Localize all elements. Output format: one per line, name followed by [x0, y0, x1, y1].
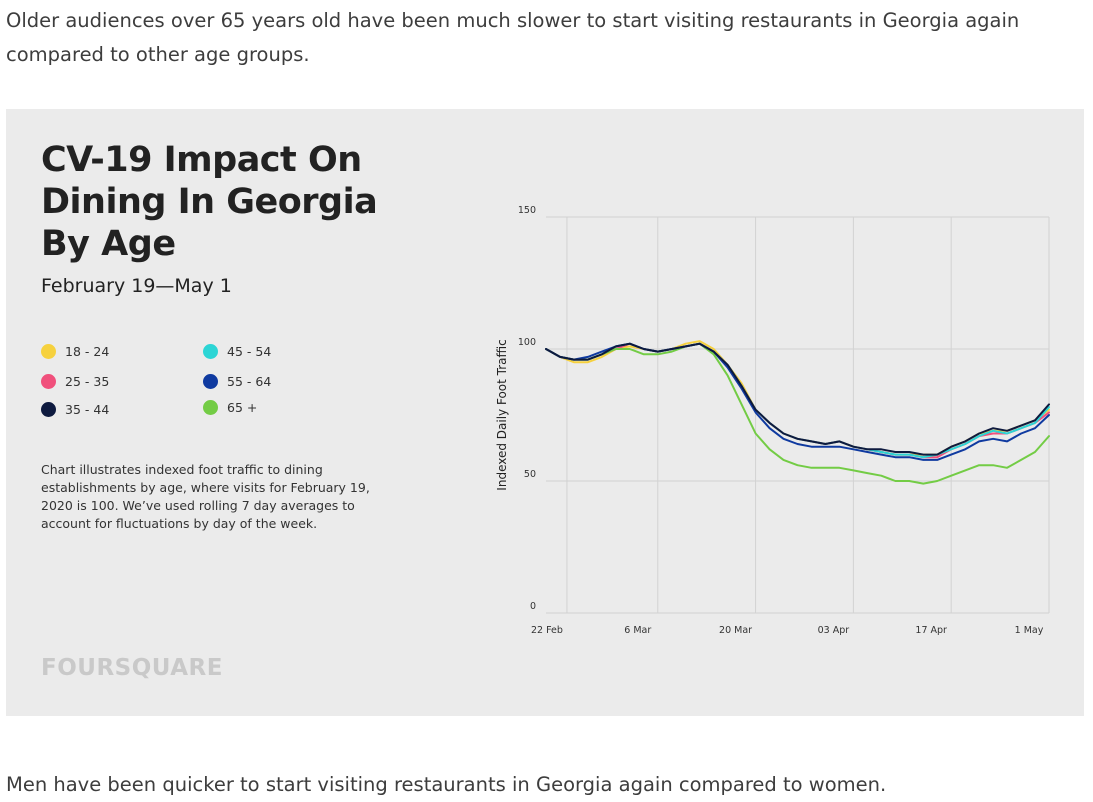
legend-label: 45 - 54 — [227, 344, 272, 359]
chart-subtitle: February 19—May 1 — [41, 275, 232, 297]
legend-label: 65 + — [227, 400, 258, 415]
series-line — [545, 342, 1050, 456]
legend-item: 55 - 64 — [203, 374, 271, 389]
chart-title-line: CV-19 Impact On — [41, 140, 362, 180]
chart-title-line: Dining In Georgia — [41, 182, 378, 222]
legend-item: 45 - 54 — [203, 344, 271, 359]
x-tick-label: 17 Apr — [915, 625, 947, 636]
x-tick-label: 22 Feb — [531, 625, 563, 636]
x-tick-label: 20 Mar — [719, 625, 752, 636]
chart-description: Chart illustrates indexed foot traffic t… — [41, 462, 370, 531]
outro-paragraph: Men have been quicker to start visiting … — [6, 773, 887, 796]
x-tick-label: 6 Mar — [624, 625, 651, 636]
legend-swatch — [41, 402, 56, 417]
y-tick-label: 0 — [530, 601, 536, 612]
line-chart: 0 50 100 150 22 Feb 6 Mar 20 Mar 03 Apr 17 Apr 1 … — [495, 205, 1050, 636]
y-tick-label: 150 — [518, 205, 536, 216]
intro-paragraph: Older audiences over 65 years old have b… — [6, 9, 1020, 66]
legend-swatch — [41, 374, 56, 389]
y-axis-label: Indexed Daily Foot Traffic — [495, 339, 509, 490]
legend-item: 35 - 44 — [41, 402, 109, 417]
legend-item: 25 - 35 — [41, 374, 109, 389]
x-tick-label: 1 May — [1015, 625, 1044, 636]
foursquare-logo: FOURSQUARE — [41, 655, 223, 681]
legend-item: 18 - 24 — [41, 344, 109, 359]
legend-label: 35 - 44 — [65, 402, 110, 417]
x-tick-label: 03 Apr — [818, 625, 850, 636]
y-tick-label: 100 — [518, 337, 536, 348]
legend-swatch — [203, 400, 218, 415]
chart-title: CV-19 Impact On Dining In Georgia By Age — [41, 139, 378, 265]
legend-label: 55 - 64 — [227, 374, 272, 389]
legend-swatch — [203, 344, 218, 359]
legend-label: 25 - 35 — [65, 374, 110, 389]
legend-item: 65 + — [203, 400, 257, 415]
legend-swatch — [203, 374, 218, 389]
chart-card: CV-19 Impact On Dining In Georgia By Age… — [6, 109, 1084, 716]
series-line — [545, 342, 1050, 485]
legend-swatch — [41, 344, 56, 359]
legend-label: 18 - 24 — [65, 344, 110, 359]
series-line — [545, 342, 1050, 461]
series-line — [545, 342, 1050, 459]
chart-title-line: By Age — [41, 224, 176, 264]
y-tick-label: 50 — [524, 469, 536, 480]
